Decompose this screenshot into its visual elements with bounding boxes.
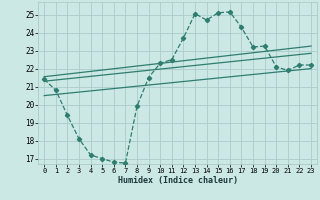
X-axis label: Humidex (Indice chaleur): Humidex (Indice chaleur) xyxy=(118,176,238,185)
